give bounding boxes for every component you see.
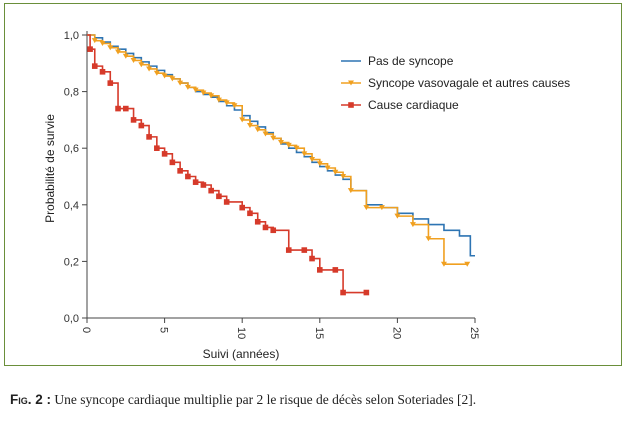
- series-2-point: [169, 76, 176, 82]
- series-2-point: [146, 66, 153, 72]
- series-2-point: [464, 261, 471, 267]
- series-2-point: [409, 222, 416, 228]
- series-3-point: [115, 105, 121, 112]
- series-2-point: [130, 57, 137, 63]
- series-3-point: [200, 182, 207, 188]
- legend-marker-3: [348, 102, 354, 108]
- series-3-point: [99, 68, 106, 75]
- series-3-point: [216, 193, 222, 200]
- series-3-point: [161, 151, 168, 157]
- series-2-point: [231, 103, 238, 109]
- series-2-point: [262, 131, 269, 137]
- series-2-point: [208, 93, 215, 99]
- series-2-point: [332, 169, 339, 175]
- series-2-point: [363, 205, 370, 211]
- series-2-point: [91, 38, 98, 44]
- series-2-point: [440, 261, 447, 267]
- y-tick-label: 0,2: [64, 256, 79, 268]
- series-3-point: [138, 122, 145, 129]
- series-3-point: [123, 105, 129, 112]
- series-2-point: [200, 90, 207, 96]
- series-3-point: [254, 218, 261, 225]
- series-3-point: [285, 247, 292, 253]
- figure-caption: Fig. 2 : Une syncope cardiaque multiplie…: [10, 392, 476, 408]
- survival-chart: 0,0 0,2 0,4 0,6 0,8 1,0 0 5 10 15 20 25 Suivi (année…: [43, 30, 570, 361]
- series-line-1: [87, 34, 475, 257]
- series-2-point: [278, 140, 284, 146]
- y-tick-label: 0,4: [64, 200, 79, 212]
- series-2-point: [324, 165, 331, 171]
- series-3-point: [317, 267, 323, 273]
- x-tick-label: 10: [235, 327, 247, 339]
- series-3-point: [208, 187, 214, 194]
- series-2-point: [340, 174, 347, 179]
- series-2-point: [115, 49, 122, 55]
- series-2-point: [316, 161, 323, 167]
- legend-label-2: Syncope vasovagale et autres causes: [368, 76, 570, 90]
- y-tick-label: 0,0: [64, 313, 79, 325]
- series-3-point: [262, 224, 269, 231]
- series-3-point: [247, 210, 253, 217]
- legend-marker-2: [348, 80, 354, 86]
- y-tick-label: 0,6: [64, 143, 79, 155]
- series-3-point: [107, 80, 114, 86]
- series-2-point: [246, 123, 253, 129]
- series-2-point: [394, 213, 401, 219]
- legend-label-1: Pas de syncope: [368, 54, 454, 68]
- x-tick-label: 0: [80, 327, 92, 333]
- series-3-point: [332, 267, 339, 273]
- series-2-point: [239, 117, 246, 123]
- caption-label: Fig. 2 :: [10, 392, 52, 407]
- series-2-point: [184, 84, 191, 90]
- series-2-point: [378, 205, 385, 211]
- series-2-point: [293, 145, 300, 151]
- series-2-point: [192, 87, 199, 93]
- x-tick-label: 5: [158, 327, 170, 333]
- series-3-point: [192, 179, 199, 185]
- series-3-point: [154, 145, 160, 151]
- series-3-point: [239, 204, 245, 211]
- series-3-point: [340, 289, 346, 296]
- series-3-point: [91, 63, 98, 69]
- series-2-point: [122, 53, 129, 59]
- series-2-point: [177, 80, 184, 86]
- series-3-point: [185, 173, 191, 180]
- series-3-point: [146, 134, 152, 140]
- series-3-point: [169, 159, 176, 166]
- caption-text: Une syncope cardiaque multiplie par 2 le…: [54, 392, 477, 407]
- x-axis-label: Suivi (années): [203, 347, 280, 361]
- series-3-point: [309, 255, 315, 262]
- series-2-point: [215, 97, 222, 103]
- series-2-point: [301, 151, 308, 157]
- y-tick-label: 0,8: [64, 87, 79, 99]
- series-2-point: [161, 73, 168, 79]
- x-tick-label: 15: [313, 327, 325, 339]
- y-axis-label: Probabilité de survie: [43, 114, 57, 223]
- series-2-point: [107, 45, 114, 51]
- y-tick-label: 1,0: [64, 30, 79, 42]
- series-3-point: [363, 289, 370, 296]
- series-2-point: [309, 157, 316, 163]
- series-2-point: [425, 236, 432, 242]
- x-tick-label: 25: [468, 327, 480, 339]
- series-2-point: [254, 127, 261, 133]
- series-2-point: [270, 135, 277, 141]
- series-3-point: [130, 117, 137, 123]
- series-2-point: [347, 188, 354, 194]
- series-2-point: [285, 142, 292, 148]
- series-3-point: [223, 199, 230, 205]
- series-2-point: [153, 70, 160, 76]
- series-3-point: [270, 227, 277, 234]
- series-2-point: [138, 62, 145, 68]
- series-2-point: [99, 40, 106, 46]
- series-2-point: [223, 100, 230, 106]
- legend-label-3: Cause cardiaque: [368, 98, 459, 112]
- x-tick-label: 20: [390, 327, 402, 339]
- series-3-point: [301, 247, 308, 253]
- series-3-point: [87, 46, 93, 52]
- series-3-point: [177, 168, 183, 174]
- figure-frame: 0,0 0,2 0,4 0,6 0,8 1,0 0 5 10 15 20 25 Suivi (année…: [4, 3, 622, 366]
